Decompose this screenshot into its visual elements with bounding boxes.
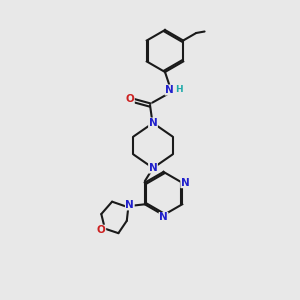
- Text: O: O: [125, 94, 134, 104]
- Text: N: N: [181, 178, 190, 188]
- Text: N: N: [148, 163, 158, 173]
- Text: N: N: [125, 200, 134, 210]
- Text: H: H: [175, 85, 183, 94]
- Text: N: N: [165, 85, 174, 95]
- Text: N: N: [159, 212, 168, 223]
- Text: O: O: [97, 225, 106, 235]
- Text: N: N: [148, 118, 158, 128]
